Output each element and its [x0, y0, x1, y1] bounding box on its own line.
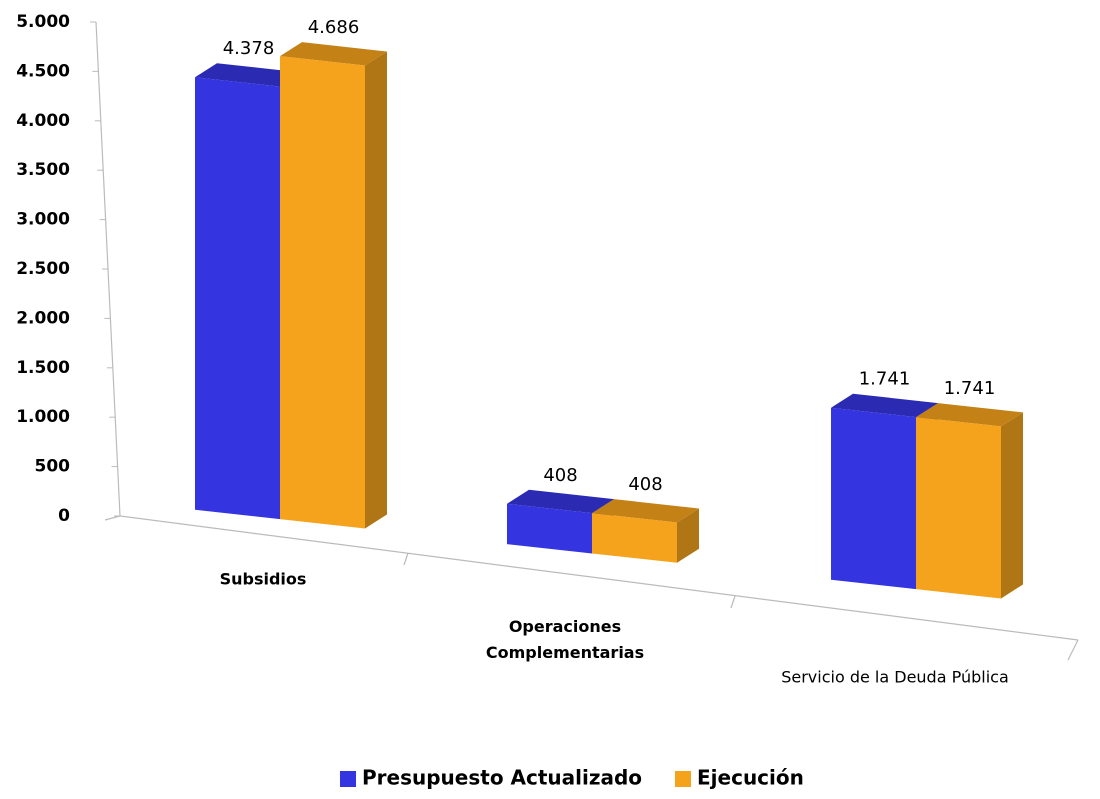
y-tick-label: 0	[58, 506, 70, 526]
bar-side	[1001, 412, 1023, 599]
bar-top	[195, 63, 302, 87]
bar-front	[916, 417, 1001, 599]
value-label: 1.741	[944, 378, 996, 399]
bar-front	[195, 77, 280, 520]
y-tick-label: 3.000	[16, 210, 70, 230]
y-tick-label: 3.500	[16, 160, 70, 180]
bar	[916, 403, 1023, 599]
legend-swatch	[340, 771, 356, 787]
value-label: 1.741	[859, 369, 911, 390]
y-tick-label: 2.000	[16, 308, 70, 328]
legend-label: Ejecución	[697, 766, 804, 790]
value-label: 408	[543, 465, 577, 486]
bar-top	[280, 42, 387, 66]
bar-side	[365, 51, 387, 529]
y-tick-label: 5.000	[16, 12, 70, 32]
value-label: 4.686	[308, 17, 360, 38]
bar-front	[280, 56, 365, 529]
y-tick-label: 4.500	[16, 61, 70, 81]
bar-top	[592, 499, 699, 523]
legend-swatch	[675, 771, 691, 787]
bar-front	[507, 503, 592, 554]
bar-top	[916, 403, 1023, 427]
bar	[592, 499, 699, 563]
bar-front	[831, 407, 916, 590]
bar-top	[507, 489, 614, 514]
bar-top	[831, 393, 938, 418]
y-tick-label: 4.000	[16, 111, 70, 131]
bar-front	[592, 513, 677, 563]
x-tick-label: Subsidios	[220, 570, 307, 589]
value-label: 4.378	[223, 38, 275, 59]
y-tick-label: 1.500	[16, 358, 70, 378]
y-tick-label: 2.500	[16, 259, 70, 279]
bar-side	[677, 508, 699, 563]
y-tick-label: 1.000	[16, 407, 70, 427]
y-tick-label: 500	[35, 457, 71, 477]
value-label: 408	[628, 474, 662, 495]
legend-label: Presupuesto Actualizado	[362, 766, 642, 790]
x-tick-label: Servicio de la Deuda Pública	[781, 668, 1009, 687]
bar	[280, 42, 387, 529]
x-tick-label: Operaciones Complementarias	[486, 617, 644, 662]
